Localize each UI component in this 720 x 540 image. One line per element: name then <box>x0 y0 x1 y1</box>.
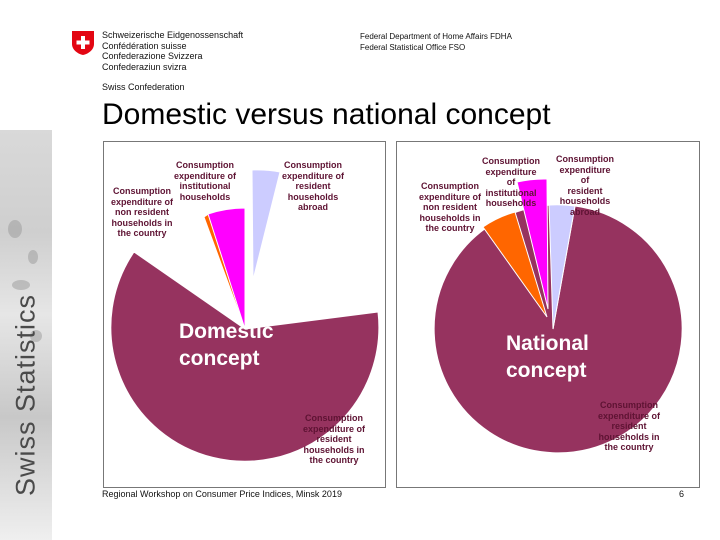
pie-slice-resident-abroad <box>251 169 281 281</box>
domestic-concept-panel <box>103 141 386 488</box>
swiss-flag-icon <box>72 31 94 55</box>
national-label-resident-in-country: Consumption expenditure of resident hous… <box>597 400 660 452</box>
domestic-label-resident-abroad: Consumption expenditure of resident hous… <box>281 160 344 212</box>
pie-slice-resident-in-country <box>433 204 683 454</box>
domestic-pie-chart <box>110 169 380 462</box>
slide-title: Domestic versus national concept <box>102 98 551 131</box>
side-photo-strip <box>0 130 52 540</box>
pie-slice-institutional <box>516 178 549 310</box>
pie-slice-resident-in-country <box>110 251 380 462</box>
confederation-names: Schweizerische Eidgenossenschaft Confédé… <box>102 30 244 72</box>
national-label-resident-abroad: Consumption expenditure of resident hous… <box>556 154 614 217</box>
national-pie-chart <box>433 178 683 454</box>
pie-slice-resident-abroad <box>548 204 576 330</box>
national-label-institutional: Consumption expenditure of institutional… <box>482 156 540 208</box>
national-concept-caption: National concept <box>506 332 589 382</box>
domestic-label-non-resident: Consumption expenditure of non resident … <box>110 186 173 238</box>
pie-slice-institutional <box>207 207 246 330</box>
domestic-label-resident-in-country: Consumption expenditure of resident hous… <box>302 413 365 465</box>
pie-slice-non-resident <box>482 211 548 318</box>
page-number: 6 <box>679 489 685 499</box>
national-concept-panel <box>396 141 700 488</box>
swiss-confederation-label: Swiss Confederation <box>102 82 185 92</box>
swiss-statistics-brand: Swiss Statistics <box>10 293 41 497</box>
department-info: Federal Department of Home Affairs FDHA … <box>360 32 512 52</box>
domestic-concept-caption: Domestic concept <box>179 320 274 370</box>
footer-text: Regional Workshop on Consumer Price Indi… <box>102 489 342 499</box>
national-label-non-resident: Consumption expenditure of non resident … <box>418 181 481 233</box>
domestic-label-institutional: Consumption expenditure of institutional… <box>173 160 236 202</box>
